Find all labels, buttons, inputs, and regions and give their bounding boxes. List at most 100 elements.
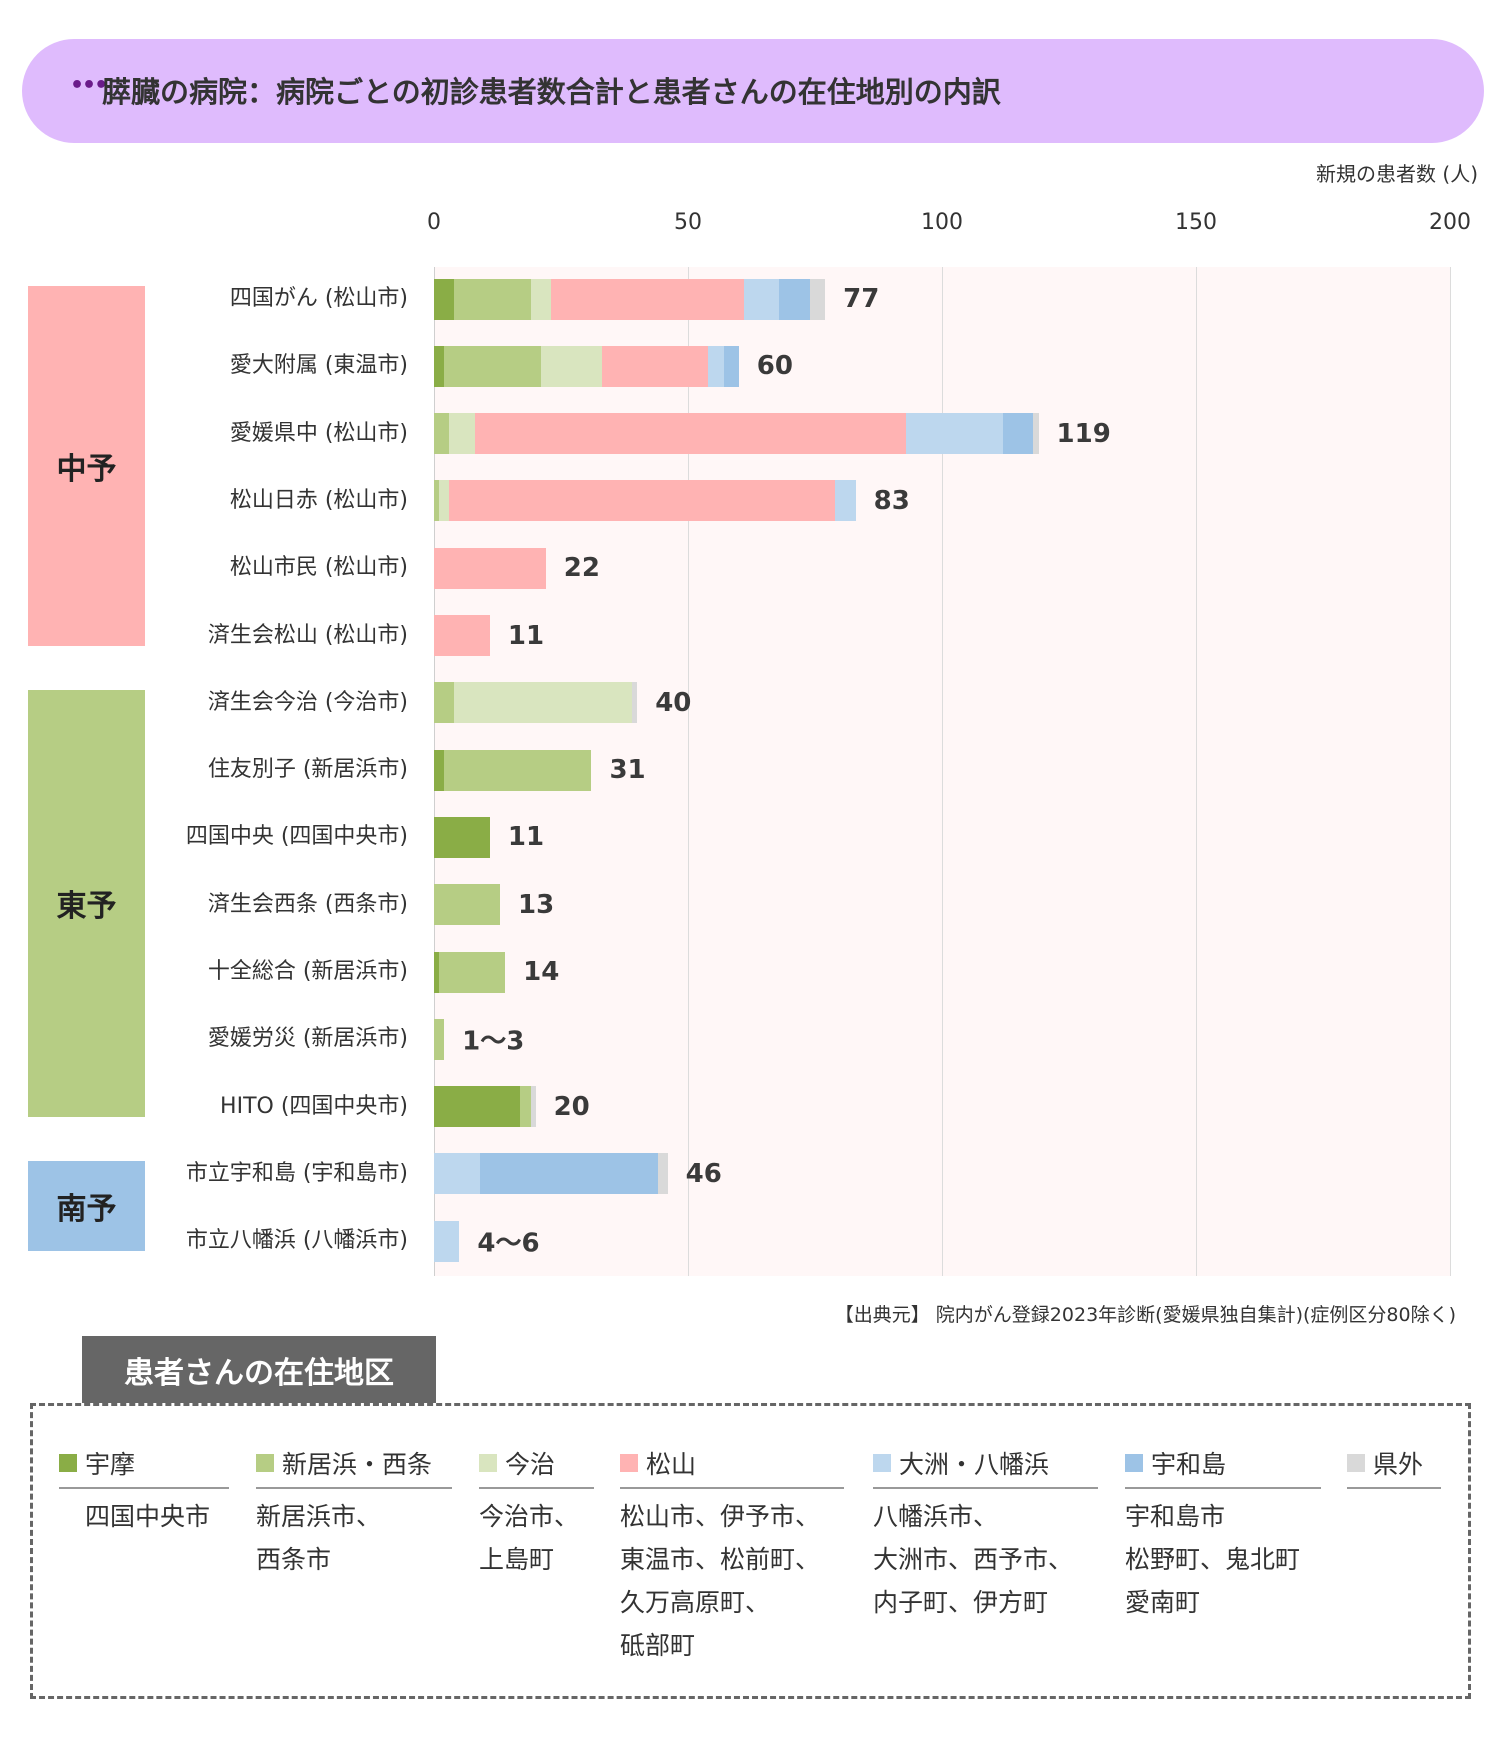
hospital-label: 市立八幡浜 (八幡浜市): [185, 1228, 408, 1254]
legend-entry-label: 新居浜・西条: [282, 1450, 433, 1479]
bar-segment: [743, 278, 780, 320]
bar-segment: [434, 749, 445, 791]
bar-segment: [434, 413, 450, 455]
hospital-label: 愛大附属 (東温市): [229, 353, 408, 379]
hospital-label: 四国がん (松山市): [229, 286, 408, 311]
gridline: [1450, 267, 1451, 1276]
bar-segment: [434, 1153, 480, 1195]
legend-column: 宇摩 四国中央市: [59, 1445, 229, 1538]
legend-box: [30, 1403, 1471, 1699]
hospital-label: 四国中央 (四国中央市): [185, 824, 408, 850]
legend-entry: 県外: [1347, 1445, 1441, 1481]
total-label: 13: [518, 889, 555, 920]
bar-segment: [434, 345, 445, 387]
bar-segment: [449, 480, 836, 522]
bar-segment: [540, 345, 602, 387]
bar-segment: [779, 278, 810, 320]
legend-area-item: 上島町: [479, 1545, 555, 1574]
hospital-label: 十全総合 (新居浜市): [207, 959, 408, 984]
x-tick-label: 200: [1429, 210, 1471, 235]
bar-segment: [449, 413, 475, 455]
hospital-label: 済生会今治 (今治市): [207, 689, 408, 715]
legend-column: 県外: [1347, 1445, 1441, 1495]
total-label: 119: [1056, 418, 1111, 449]
bar-segment: [434, 1018, 445, 1060]
legend-entry: 新居浜・西条: [256, 1445, 452, 1481]
legend-area-item: 今治市、: [479, 1502, 580, 1531]
total-label: 83: [873, 485, 910, 516]
total-label: 40: [655, 687, 692, 718]
hospital-label: 愛媛労災 (新居浜市): [207, 1026, 408, 1052]
total-label: 20: [553, 1091, 590, 1122]
axis-unit-label: 新規の患者数 (人): [1316, 162, 1478, 186]
total-label: 11: [507, 822, 545, 853]
legend-divider: [1125, 1487, 1321, 1489]
legend-divider: [59, 1487, 229, 1489]
bar-segment: [479, 1153, 658, 1195]
total-label: 77: [843, 284, 880, 314]
bar-segment: [906, 413, 1003, 455]
hospital-label: 市立宇和島 (宇和島市): [185, 1160, 408, 1186]
total-label: 1～3: [462, 1026, 525, 1057]
bar-segment: [434, 816, 490, 858]
legend-swatch: [59, 1454, 77, 1472]
region-label: 南予: [28, 1160, 145, 1252]
gridline: [1196, 267, 1197, 1276]
legend-title: 患者さんの在住地区: [82, 1336, 436, 1403]
legend-entry-label: 県外: [1373, 1450, 1424, 1479]
bar-segment: [530, 1086, 536, 1128]
legend-swatch: [256, 1454, 274, 1472]
bar-segment: [550, 278, 744, 320]
bar-segment: [601, 345, 709, 387]
legend-divider: [1347, 1487, 1441, 1489]
x-tick-label: 100: [921, 210, 963, 235]
legend-entry: 松山: [620, 1445, 844, 1481]
bar-segment: [474, 413, 907, 455]
legend-column: 大洲・八幡浜 八幡浜市、 大洲市、西予市、 内子町、伊方町: [873, 1445, 1098, 1624]
bar-segment: [434, 615, 490, 656]
legend-area-item: 砥部町: [620, 1631, 696, 1660]
legend-area-item: 内子町、伊方町: [873, 1588, 1049, 1617]
total-label: 11: [507, 620, 545, 651]
legend-column: 新居浜・西条 新居浜市、 西条市: [256, 1445, 452, 1581]
bar-segment: [530, 278, 551, 320]
total-label: 46: [685, 1158, 722, 1189]
legend-area-item: 西条市: [256, 1545, 332, 1574]
legend-area-item: 松野町、鬼北町: [1125, 1545, 1301, 1574]
x-tick-label: 0: [427, 210, 441, 235]
legend-swatch: [620, 1454, 638, 1472]
bar-segment: [809, 278, 826, 320]
total-label: 31: [609, 755, 646, 786]
title-banner: ••• 膵臓の病院：病院ごとの初診患者数合計と患者さんの在住地別の内訳: [22, 39, 1484, 143]
source-note: 【出典元】 院内がん登録2023年診断(愛媛県独自集計)(症例区分80除く): [834, 1304, 1456, 1326]
legend-area-item: 東温市、松前町、: [620, 1545, 821, 1574]
hospital-label: 済生会松山 (松山市): [207, 622, 408, 648]
bar-segment: [434, 480, 440, 522]
legend-entry: 今治: [479, 1445, 594, 1481]
legend-entry-label: 松山: [646, 1450, 697, 1479]
bar-segment: [439, 951, 506, 993]
legend-swatch: [873, 1454, 891, 1472]
gridline: [942, 267, 943, 1276]
legend-divider: [620, 1487, 844, 1489]
legend-entry: 宇和島: [1125, 1445, 1321, 1481]
legend-area-item: 宇和島市: [1125, 1502, 1226, 1531]
plot-area: [434, 267, 1451, 1276]
gridline: [688, 267, 689, 1276]
x-tick-label: 50: [674, 210, 702, 235]
region-label: 東予: [28, 689, 145, 1117]
legend-column: 松山 松山市、伊予市、 東温市、松前町、 久万高原町、 砥部町: [620, 1445, 844, 1667]
legend-area-item: 大洲市、西予市、: [873, 1545, 1074, 1574]
legend-area-item: 四国中央市: [85, 1502, 211, 1531]
legend-area-item: 久万高原町、: [620, 1588, 771, 1617]
legend-entry-label: 今治: [505, 1450, 556, 1479]
legend-entry: 大洲・八幡浜: [873, 1445, 1098, 1481]
legend-entry-label: 大洲・八幡浜: [899, 1450, 1050, 1479]
hospital-label: HITO (四国中央市): [220, 1093, 408, 1119]
bar-segment: [454, 278, 531, 320]
legend-swatch: [1347, 1454, 1365, 1472]
bar-segment: [520, 1086, 531, 1128]
legend-divider: [256, 1487, 452, 1489]
bar-segment: [439, 480, 450, 522]
total-label: 60: [756, 351, 793, 382]
